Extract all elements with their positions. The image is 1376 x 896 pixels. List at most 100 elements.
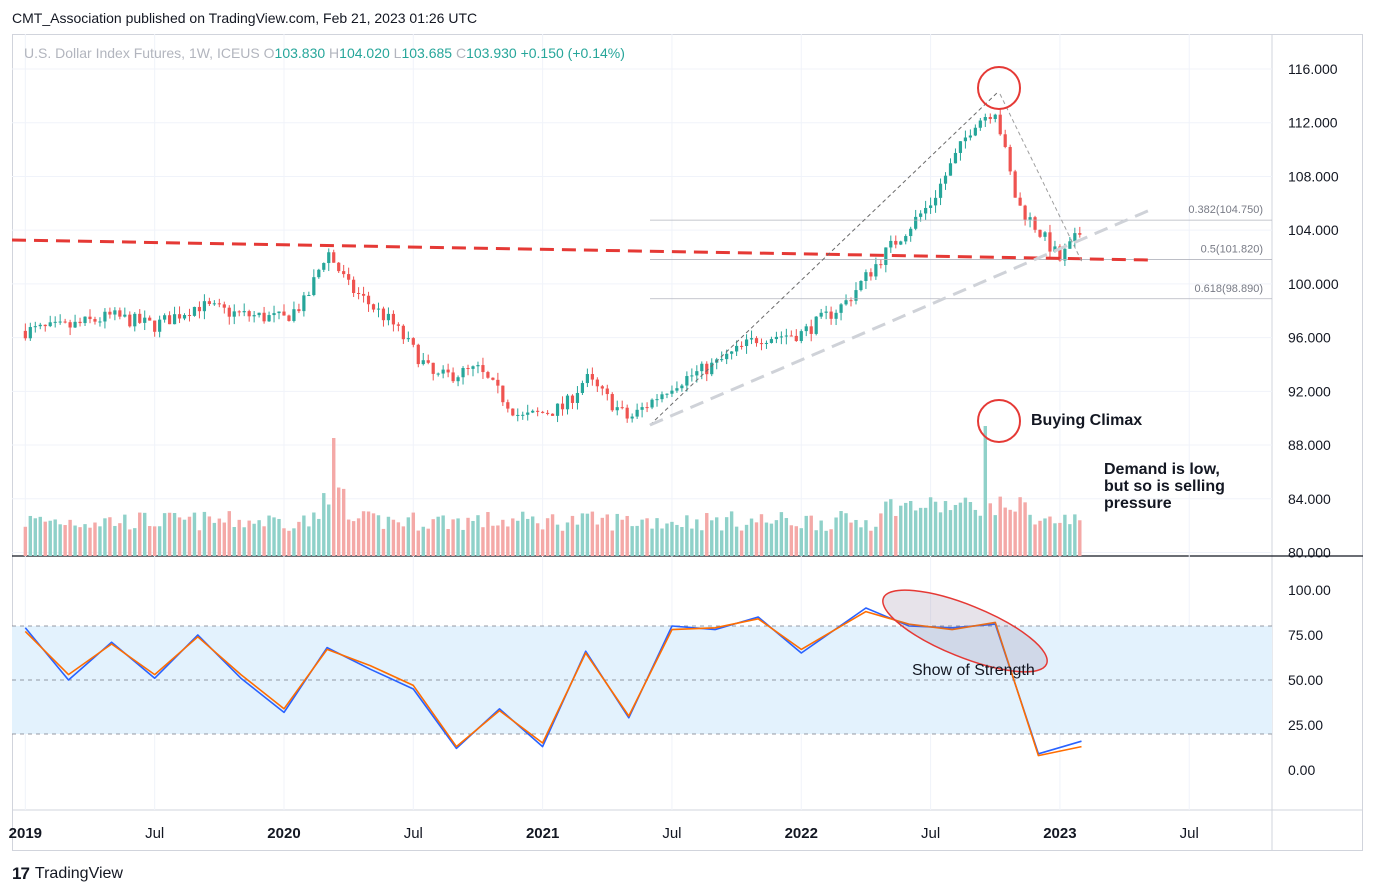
candle-body xyxy=(839,304,843,313)
volume-bar xyxy=(471,520,475,556)
candle-body xyxy=(580,383,585,393)
volume-bar xyxy=(351,521,356,556)
volume-bar xyxy=(68,519,72,556)
candle-body xyxy=(700,363,704,372)
time-tick-label: 2023 xyxy=(1043,825,1076,842)
candle-body xyxy=(894,240,898,245)
candle-body xyxy=(23,330,27,339)
stoch-tick-label: 0.00 xyxy=(1288,762,1315,778)
candle-body xyxy=(953,152,958,164)
symbol-legend[interactable]: U.S. Dollar Index Futures, 1W, ICEUS O10… xyxy=(24,45,625,61)
volume-bar xyxy=(655,518,659,556)
volume-bar xyxy=(844,513,848,556)
change-value: +0.150 (+0.14%) xyxy=(520,45,625,61)
candle-body xyxy=(655,399,659,401)
candle-body xyxy=(978,120,982,128)
volume-bar xyxy=(113,525,117,556)
open-label: O xyxy=(263,45,275,61)
candle-body xyxy=(356,292,361,294)
volume-bar xyxy=(943,501,948,556)
volume-bar xyxy=(824,530,828,556)
volume-bar xyxy=(147,526,152,556)
candle-body xyxy=(869,272,873,277)
volume-bar xyxy=(202,511,207,556)
candle-body xyxy=(854,290,858,301)
candle-body xyxy=(675,388,679,391)
candle-body xyxy=(143,317,147,323)
footer-brand[interactable]: 17 TradingView xyxy=(12,864,123,884)
volume-bar xyxy=(715,517,719,556)
volume-bar xyxy=(481,527,485,556)
high-value: 104.020 xyxy=(339,45,390,61)
candle-body xyxy=(779,336,783,338)
price-tick-label: 108.000 xyxy=(1288,168,1339,184)
candle-body xyxy=(1063,248,1067,261)
brand-name: TradingView xyxy=(34,865,123,882)
stoch-d-line xyxy=(24,610,1082,757)
candle-body xyxy=(749,338,754,340)
candle-body xyxy=(232,311,236,317)
candle-body xyxy=(1053,246,1057,252)
candle-body xyxy=(531,410,535,413)
candle-body xyxy=(272,313,276,316)
volume-bar xyxy=(1048,516,1052,556)
volume-bar xyxy=(466,517,470,556)
stoch-tick-label: 25.00 xyxy=(1288,717,1323,733)
candle-body xyxy=(317,269,321,278)
volume-bar xyxy=(401,526,406,556)
demand-label: Demand is low, xyxy=(1104,461,1220,478)
volume-bar xyxy=(242,527,246,556)
candle-body xyxy=(774,336,779,340)
candle-body xyxy=(312,277,316,296)
volume-bar xyxy=(675,524,679,556)
volume-bar xyxy=(346,519,351,556)
candle-body xyxy=(113,310,117,315)
volume-bar xyxy=(341,488,346,556)
volume-bar xyxy=(635,525,639,556)
candle-body xyxy=(938,183,943,198)
volume-bar xyxy=(988,503,992,556)
low-label: L xyxy=(393,45,402,61)
volume-bar xyxy=(839,511,843,556)
volume-bar xyxy=(605,514,609,556)
candle-body xyxy=(217,303,221,305)
candle-body xyxy=(541,411,545,413)
candle-body xyxy=(247,311,251,317)
volume-bar xyxy=(794,526,798,556)
candle-body xyxy=(1028,217,1032,220)
volume-bar xyxy=(143,512,147,556)
candle-body xyxy=(521,414,525,416)
candle-body xyxy=(1048,232,1052,252)
volume-bar xyxy=(426,528,430,556)
volume-bar xyxy=(789,525,794,556)
top-circle xyxy=(977,66,1021,110)
volume-bar xyxy=(535,523,540,556)
candle-body xyxy=(277,311,281,314)
volume-bar xyxy=(819,520,823,556)
volume-bar xyxy=(371,513,376,556)
volume-bar xyxy=(809,515,813,556)
candle-body xyxy=(222,304,226,308)
volume-bar xyxy=(192,512,197,556)
volume-bar xyxy=(207,516,212,556)
candle-body xyxy=(590,374,594,380)
candle-body xyxy=(759,343,764,345)
trend-line xyxy=(649,91,999,426)
volume-bar xyxy=(859,527,863,556)
volume-bar xyxy=(252,523,256,556)
candle-body xyxy=(411,338,415,345)
candle-body xyxy=(889,240,893,248)
volume-bar xyxy=(456,518,460,556)
candle-body xyxy=(1018,197,1022,206)
candle-body xyxy=(366,295,371,305)
candle-body xyxy=(879,264,883,266)
price-tick-label: 88.000 xyxy=(1288,437,1331,453)
time-tick-label: Jul xyxy=(145,825,164,842)
candle-body xyxy=(1008,146,1012,172)
candle-body xyxy=(456,377,460,382)
volume-bar xyxy=(441,515,445,556)
volume-bar xyxy=(963,497,968,556)
time-tick-label: 2019 xyxy=(9,825,42,842)
candle-body xyxy=(824,311,828,313)
